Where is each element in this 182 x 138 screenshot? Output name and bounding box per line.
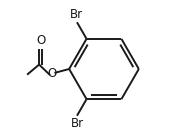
Text: O: O	[47, 67, 57, 80]
Text: Br: Br	[71, 117, 84, 130]
Text: Br: Br	[70, 8, 83, 21]
Text: O: O	[36, 34, 45, 47]
